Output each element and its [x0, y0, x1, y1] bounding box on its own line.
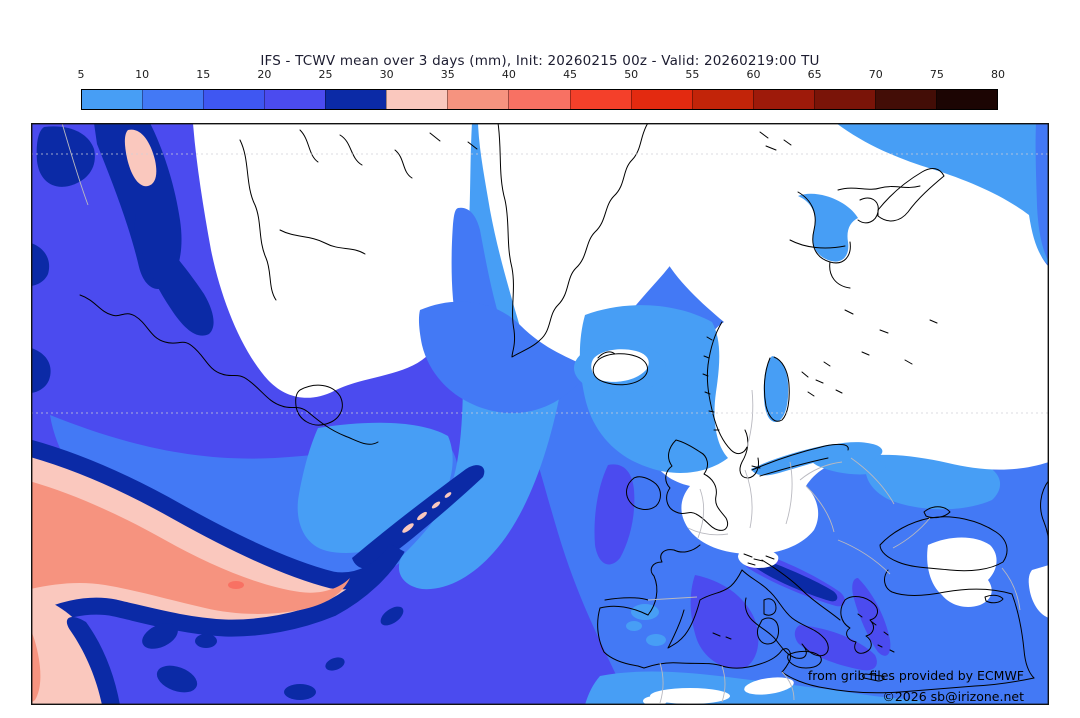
- attribution-ecmwf: from grib files provided by ECMWF: [807, 668, 1024, 683]
- colorbar-segment: [203, 90, 265, 109]
- attribution-copyright: ©2026 sb@irizone.net: [882, 689, 1024, 704]
- colorbar-tick-label: 50: [624, 68, 639, 81]
- colorbar-segment: [508, 90, 570, 109]
- colorbar-tick-label: 65: [807, 68, 822, 81]
- colorbar-segment: [142, 90, 204, 109]
- colorbar-segment: [630, 90, 692, 109]
- colorbar-tick-label: 15: [196, 68, 211, 81]
- colorbar-segment: [569, 90, 631, 109]
- moist-band-max-spot: [228, 581, 244, 589]
- border-layer: [61, 123, 1021, 704]
- colorbar-tick-label: 20: [257, 68, 272, 81]
- colorbar-tick-label: 25: [318, 68, 333, 81]
- map-canvas: [31, 123, 1049, 705]
- colorbar-tick-label: 60: [746, 68, 761, 81]
- colorbar-tick-label: 55: [685, 68, 700, 81]
- pink-sliver-northwest: [124, 129, 157, 187]
- colorbar-tick-label: 75: [929, 68, 944, 81]
- colorbar-segment: [386, 90, 448, 109]
- tcwv-contours-layer: [31, 123, 838, 705]
- colorbar-segment: [325, 90, 387, 109]
- colorbar-segment: [874, 90, 936, 109]
- moist-band-salmon-core: [31, 481, 350, 614]
- colorbar-segment: [813, 90, 875, 109]
- colorbar-segment: [447, 90, 509, 109]
- colorbar-tick-label: 10: [135, 68, 150, 81]
- colorbar-segment: [264, 90, 326, 109]
- colorbar-tick-label: 80: [991, 68, 1005, 81]
- white-region-canada: [193, 123, 472, 398]
- colorbar-tick-label: 5: [77, 68, 85, 81]
- white-region-iceland: [591, 349, 649, 382]
- colorbar-segment: [691, 90, 753, 109]
- colorbar-tick-label: 70: [868, 68, 883, 81]
- white-sea: [798, 193, 858, 262]
- colorbar-segment: [752, 90, 814, 109]
- white-region-europe-russia: [640, 123, 1049, 555]
- white-region-greenland: [478, 123, 702, 368]
- colorbar-tick-label: 30: [379, 68, 394, 81]
- chart-title: IFS - TCWV mean over 3 days (mm), Init: …: [260, 53, 820, 69]
- colorbar: [81, 89, 998, 110]
- colorbar-tick-label: 45: [563, 68, 578, 81]
- colorbar-tick-label: 40: [501, 68, 516, 81]
- colorbar-segment: [82, 90, 143, 109]
- land-white-layer: [193, 123, 1049, 705]
- colorbar-tick-label: 35: [440, 68, 455, 81]
- map-border: [31, 123, 1049, 705]
- tcwv-map-svg: [31, 123, 1049, 705]
- gulf-of-bothnia: [763, 356, 789, 422]
- colorbar-ticks: 5 10 15 20 25 30 35 40 45 50 55 60 65 70 75 80: [77, 68, 1006, 84]
- colorbar-segments: [81, 89, 998, 110]
- coastline-layer: [79, 123, 1049, 694]
- colorbar-segment: [935, 90, 997, 109]
